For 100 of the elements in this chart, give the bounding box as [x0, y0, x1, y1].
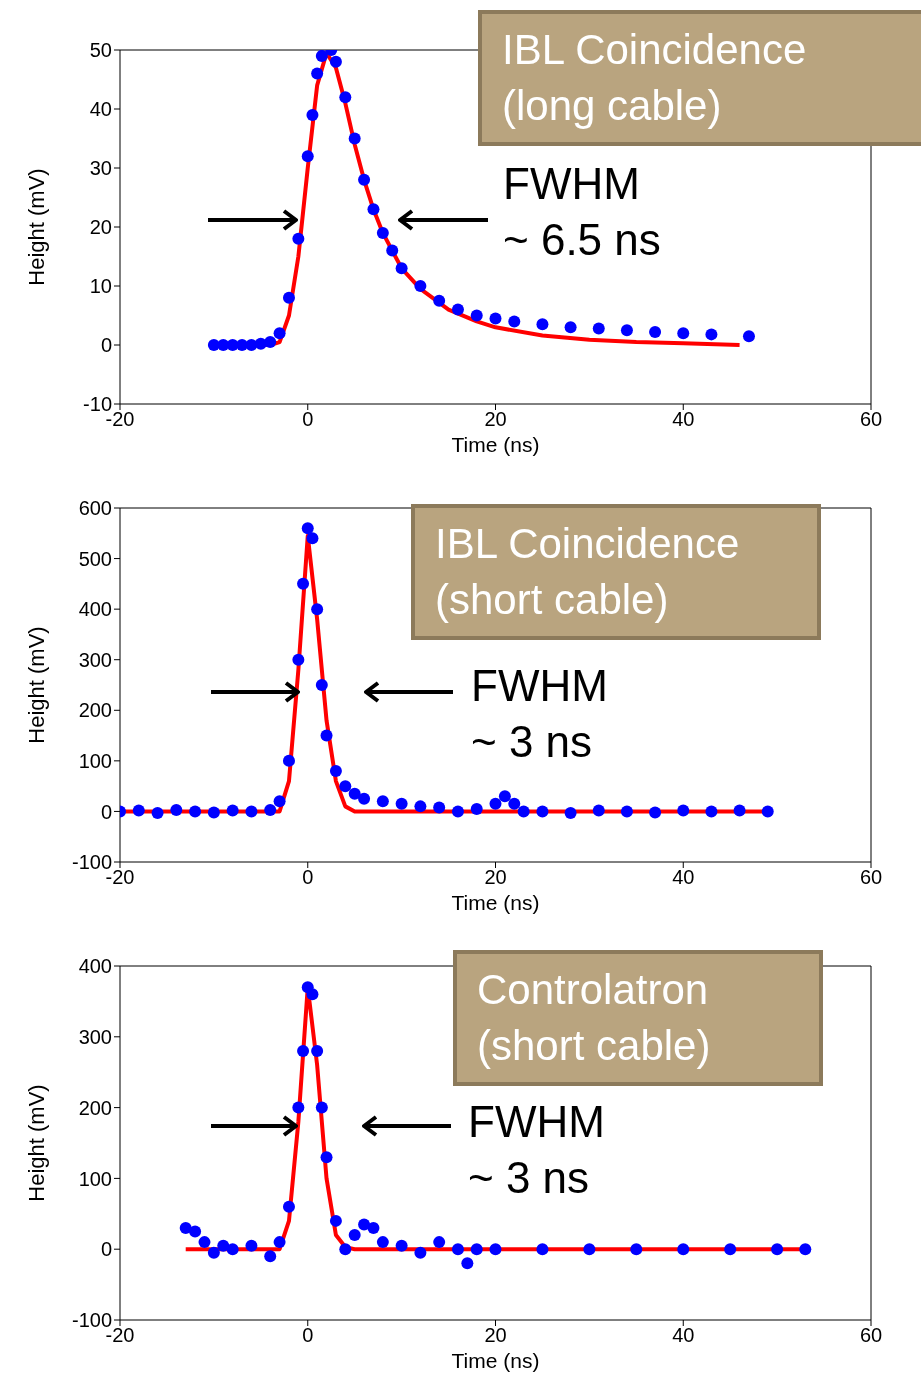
point [315, 679, 328, 691]
point [306, 532, 319, 545]
point [282, 291, 295, 304]
x-axis-title: Time (ns) [451, 891, 540, 914]
x-axis-title: Time (ns) [451, 433, 540, 456]
y-tick-label: 40 [89, 98, 112, 121]
point [461, 1257, 474, 1270]
point [536, 805, 549, 818]
y-tick-label: 400 [78, 955, 112, 978]
point [264, 336, 277, 349]
point [311, 67, 324, 80]
y-tick-label: 30 [89, 157, 112, 180]
x-tick-label: 60 [859, 1324, 883, 1347]
y-axis-title: Height (mV) [23, 1084, 49, 1202]
y-tick-label: 400 [78, 598, 112, 621]
y-tick-label: 300 [78, 1025, 112, 1048]
point [315, 50, 328, 62]
point [348, 132, 361, 145]
point [226, 804, 239, 817]
point [451, 1243, 464, 1256]
annotation: FWHM ~ 6.5 ns [503, 158, 661, 266]
y-tick-label: 50 [89, 39, 112, 62]
point [564, 806, 577, 819]
point [329, 764, 342, 777]
y-tick-label: 100 [78, 749, 112, 772]
point [264, 803, 277, 816]
point [470, 309, 483, 322]
point [306, 988, 319, 1001]
point [301, 522, 314, 535]
y-tick-label: 10 [89, 275, 112, 298]
point [620, 324, 633, 337]
point [273, 1236, 286, 1249]
point [724, 1243, 737, 1256]
x-tick-label: 0 [302, 408, 314, 431]
point [245, 805, 258, 818]
point [297, 1044, 310, 1057]
x-tick-label: 20 [484, 408, 507, 431]
point [414, 280, 427, 292]
point [329, 55, 342, 68]
text-box: Controlatron (short cable) [453, 950, 823, 1086]
point [292, 232, 305, 245]
x-tick-label: 20 [484, 866, 507, 889]
y-tick-label: 20 [89, 216, 112, 239]
point [170, 803, 183, 816]
point [282, 754, 295, 767]
point [367, 1221, 380, 1234]
point [151, 806, 164, 819]
x-tick-label: 40 [672, 408, 695, 431]
point [705, 805, 718, 818]
point [376, 795, 389, 808]
point [583, 1243, 596, 1256]
point [245, 1239, 258, 1252]
y-axis-title: Height (mV) [23, 626, 49, 744]
point [339, 780, 352, 793]
text-box: IBL Coincidence (long cable) [478, 10, 921, 146]
point [630, 1243, 643, 1256]
point [771, 1243, 784, 1256]
point [339, 1243, 352, 1256]
point [358, 1218, 371, 1231]
point [329, 1214, 342, 1227]
point [498, 790, 511, 803]
point [306, 108, 319, 121]
x-axis-title: Time (ns) [451, 1349, 540, 1372]
point [189, 1225, 202, 1238]
x-tick-label: 60 [859, 408, 883, 431]
point [799, 1243, 812, 1256]
point [292, 1101, 305, 1114]
point [733, 804, 746, 817]
point [620, 805, 633, 818]
point [320, 729, 333, 742]
point [677, 804, 690, 817]
point [536, 318, 549, 331]
x-tick-label: 0 [302, 866, 314, 889]
point [189, 805, 202, 818]
point [470, 1243, 483, 1256]
point [273, 327, 286, 340]
point [207, 1246, 220, 1259]
point [489, 312, 502, 325]
point [677, 327, 690, 340]
point [592, 322, 605, 335]
point [592, 804, 605, 817]
point [320, 1151, 333, 1164]
point [226, 1243, 239, 1256]
point [311, 1044, 324, 1057]
point [433, 801, 446, 814]
point [395, 262, 408, 275]
point [282, 1200, 295, 1213]
point [339, 91, 352, 104]
point [386, 244, 399, 257]
point [508, 315, 521, 328]
point [273, 795, 286, 808]
y-tick-label: 500 [78, 547, 112, 570]
x-tick-label: 60 [859, 866, 883, 889]
point [311, 603, 324, 616]
annotation: FWHM ~ 3 ns [471, 660, 608, 768]
y-tick-label: 200 [78, 1096, 112, 1119]
point [395, 797, 408, 810]
text-box: IBL Coincidence (short cable) [411, 504, 821, 640]
x-tick-label: 0 [302, 1324, 314, 1347]
point [132, 804, 145, 817]
